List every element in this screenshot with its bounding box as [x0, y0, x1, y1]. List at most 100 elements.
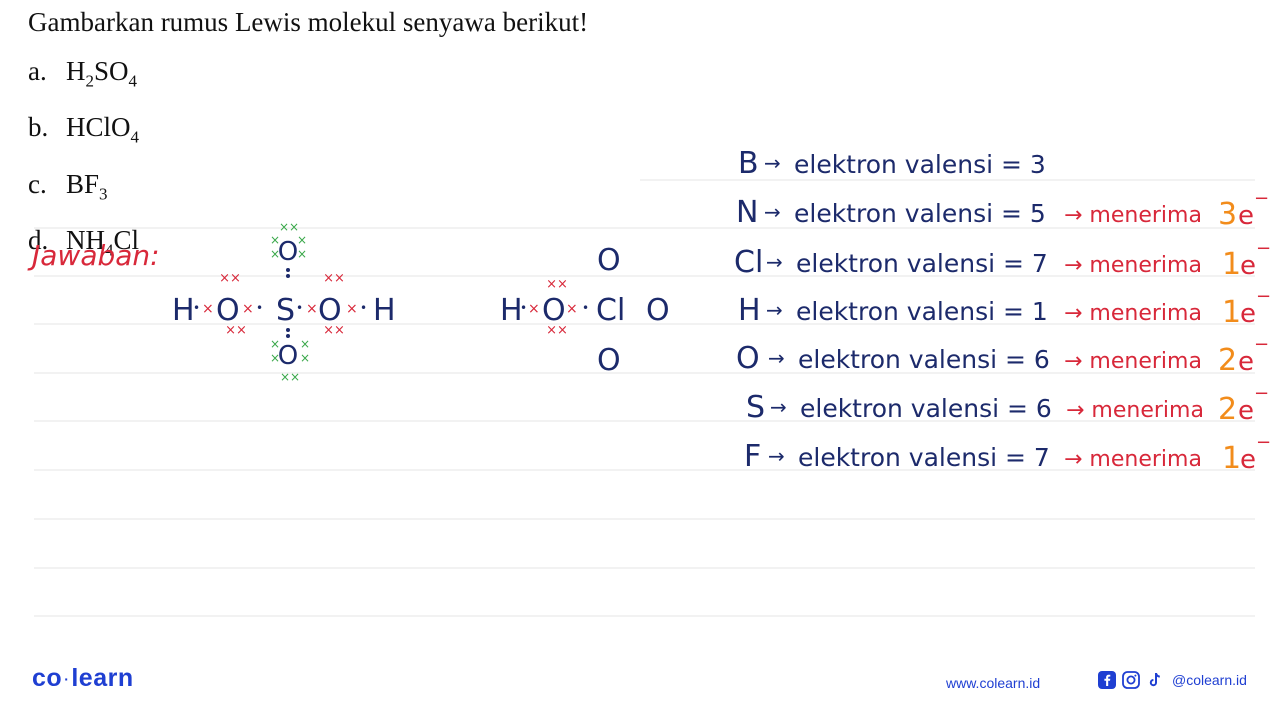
arrow: →: [766, 298, 783, 322]
bond-dot: •: [193, 301, 200, 315]
valence-row-b: B → elektron valensi = 3: [738, 146, 1046, 181]
answer-label: Jawaban:: [27, 239, 160, 272]
item-letter: c.: [28, 168, 47, 199]
action-text: → menerima: [1064, 203, 1202, 228]
lone-pair-cross: ×: [270, 337, 280, 351]
bond-dot: •: [582, 301, 589, 315]
valence-row-f: F → elektron valensi = 7 → menerima 1 e …: [744, 432, 1271, 476]
formula-part: H: [66, 56, 86, 86]
lone-pair-cross: ××: [546, 323, 568, 338]
arrow: →: [764, 151, 781, 175]
formula-part: BF: [66, 168, 100, 199]
colearn-logo: co ·learn: [32, 664, 134, 693]
atom-cl: Cl: [596, 293, 625, 328]
arrow: →: [770, 395, 787, 419]
bond-cross: ×: [346, 301, 358, 317]
atom-o-bottom: O: [597, 343, 621, 378]
electron-charge: −: [1254, 383, 1269, 404]
lone-pair-cross: ×: [297, 247, 307, 261]
bond-dot: •: [360, 301, 367, 315]
question-item-c: c. BF3: [28, 161, 588, 217]
valence-text: elektron valensi = 7: [796, 249, 1048, 278]
lone-pair-cross: ×: [297, 233, 307, 247]
logo-text-right: learn: [71, 664, 134, 692]
atom-h-left: H: [172, 293, 195, 328]
formula-subscript: 4: [130, 127, 140, 147]
logo-dot: ·: [64, 671, 70, 688]
lewis-hclo4: O H • × ×× O ×× × • Cl O O: [500, 243, 670, 378]
atom-h-right: H: [373, 293, 396, 328]
electron-symbol: e: [1240, 445, 1256, 475]
element-symbol: N: [736, 195, 758, 230]
social-handle[interactable]: @colearn.id: [1172, 672, 1247, 688]
action-text: → menerima: [1064, 447, 1202, 472]
bond-dot: [286, 334, 290, 338]
electron-symbol: e: [1240, 299, 1256, 329]
bond-dot: •: [296, 301, 303, 315]
element-symbol: S: [746, 390, 765, 425]
action-text: → menerima: [1064, 301, 1202, 326]
tiktok-icon[interactable]: [1146, 671, 1164, 689]
question-item-b: b. HClO4: [28, 104, 588, 160]
item-letter: a.: [28, 56, 47, 86]
element-symbol: O: [736, 341, 760, 376]
lone-pair-cross: ××: [546, 277, 568, 292]
action-text: → menerima: [1064, 253, 1202, 278]
website-link[interactable]: www.colearn.id: [946, 675, 1041, 691]
lewis-h2so4: ×× × × × × O H • × ×× O ×× × • S • × ×× …: [172, 220, 396, 384]
arrow: →: [764, 200, 781, 224]
bond-dot: [286, 274, 290, 278]
formula-subscript: 4: [128, 71, 138, 91]
atom-o-right: O: [646, 293, 670, 328]
item-letter: b.: [28, 112, 49, 143]
instagram-icon[interactable]: [1122, 671, 1140, 689]
formula-part: SO: [94, 56, 129, 86]
formula-subscript: 3: [99, 184, 108, 204]
arrow: →: [768, 346, 785, 370]
valence-text: elektron valensi = 7: [798, 443, 1050, 472]
element-symbol: B: [738, 146, 759, 181]
valence-row-s: S → elektron valensi = 6 → menerima 2 e …: [746, 383, 1269, 427]
lone-pair-cross: ×: [270, 233, 280, 247]
electron-symbol: e: [1240, 251, 1256, 281]
atom-o-left: O: [216, 293, 240, 328]
electron-symbol: e: [1238, 347, 1254, 377]
item-letter: d.: [28, 225, 49, 256]
electron-charge: −: [1256, 286, 1271, 307]
atom-o-right: O: [318, 293, 342, 328]
lone-pair-cross: ××: [279, 220, 299, 234]
bond-cross: ×: [306, 301, 318, 317]
atom-o: O: [542, 293, 566, 328]
valence-row-n: N → elektron valensi = 5 → menerima 3 e …: [736, 188, 1269, 232]
arrow: →: [766, 250, 783, 274]
question-item-d: d. NH4Cl: [28, 217, 588, 273]
atom-o-top: O: [597, 243, 621, 278]
question-block: Gambarkan rumus Lewis molekul senyawa be…: [28, 2, 588, 274]
valence-notes: B → elektron valensi = 3 N → elektron va…: [734, 146, 1271, 476]
electron-symbol: e: [1238, 396, 1254, 426]
valence-row-o: O → elektron valensi = 6 → menerima 2 e …: [736, 334, 1269, 378]
atom-h: H: [500, 293, 523, 328]
lone-pair-cross: ××: [323, 323, 345, 338]
valence-text: elektron valensi = 6: [800, 394, 1052, 423]
question-title: Gambarkan rumus Lewis molekul senyawa be…: [28, 7, 589, 37]
element-symbol: H: [738, 293, 761, 328]
formula-part: HClO: [66, 112, 131, 143]
action-text: → menerima: [1064, 349, 1202, 374]
electron-count: 3: [1218, 197, 1237, 232]
electron-symbol: e: [1238, 201, 1254, 231]
lone-pair-cross: ××: [280, 370, 300, 384]
electron-count: 1: [1222, 295, 1241, 330]
atom-o-top: O: [278, 237, 298, 267]
facebook-icon[interactable]: [1098, 671, 1116, 689]
formula-subscript: 4: [105, 240, 114, 260]
question-item-a: a. H2SO4: [28, 48, 588, 104]
element-symbol: F: [744, 439, 761, 474]
formula-subscript: 2: [85, 71, 95, 91]
lone-pair-cross: ××: [225, 323, 247, 338]
electron-count: 2: [1218, 392, 1237, 427]
valence-row-cl: Cl → elektron valensi = 7 → menerima 1 e…: [734, 238, 1271, 282]
